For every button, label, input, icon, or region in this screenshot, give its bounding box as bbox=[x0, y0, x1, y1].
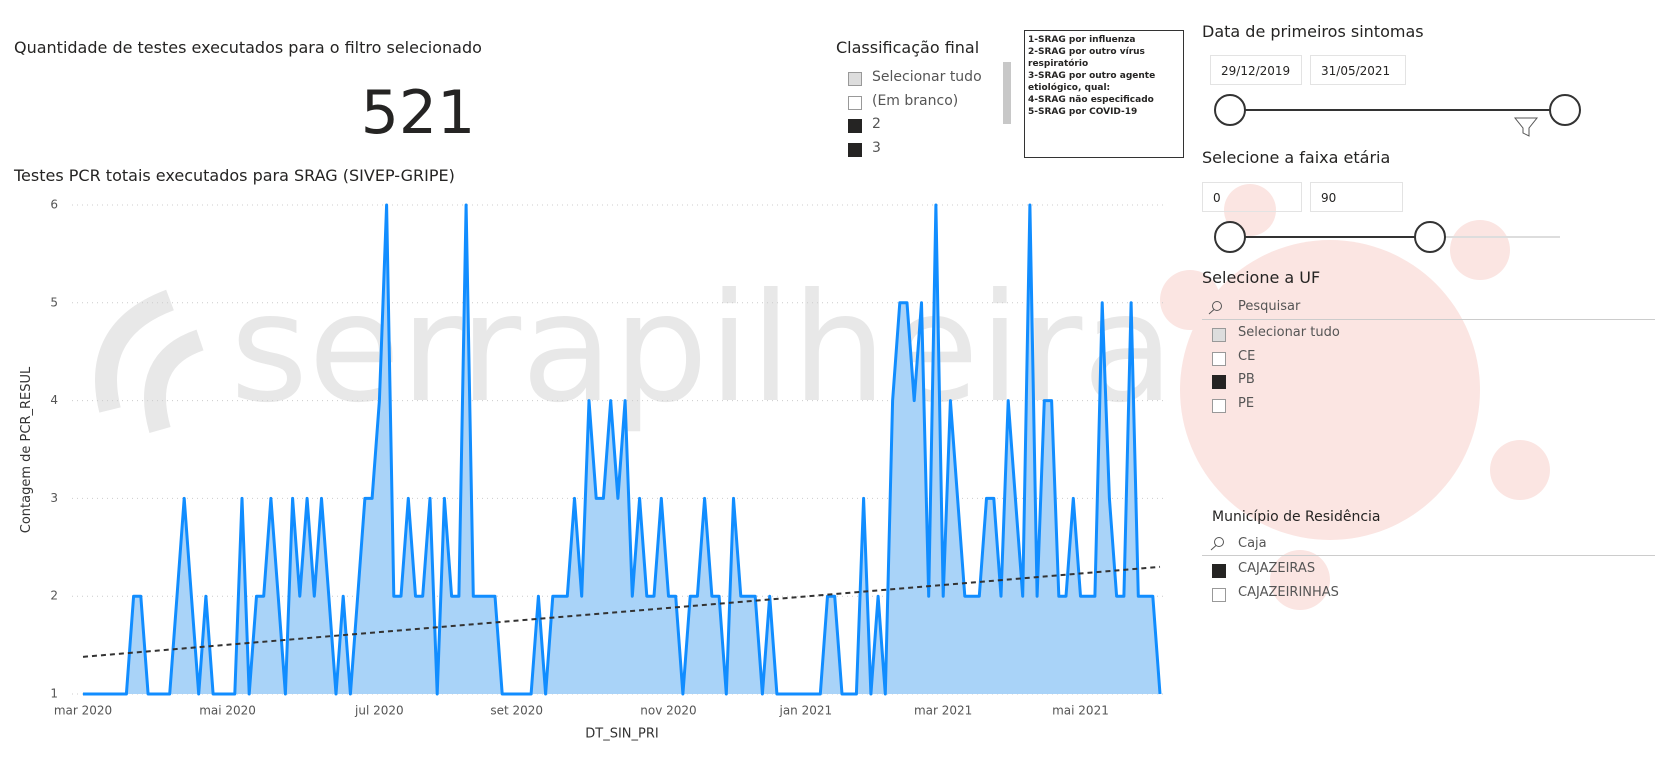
slicer-item[interactable]: Selecionar tudo bbox=[1238, 325, 1340, 340]
legend-note: 1-SRAG por influenza 2-SRAG por outro vír… bbox=[1024, 30, 1184, 158]
slicer-title: Selecione a UF bbox=[1202, 268, 1321, 287]
y-axis-label: Contagem de PCR_RESUL bbox=[19, 366, 34, 533]
slicer-item[interactable]: CAJAZEIRAS bbox=[1238, 561, 1316, 576]
virus-watermark bbox=[1160, 184, 1550, 610]
slicer-title: Selecione a faixa etária bbox=[1202, 148, 1391, 167]
x-tick-label: mai 2020 bbox=[199, 704, 256, 718]
line bbox=[83, 203, 1162, 696]
search-underline bbox=[1202, 319, 1655, 320]
slicer-title: Data de primeiros sintomas bbox=[1202, 22, 1424, 41]
y-tick-label: 4 bbox=[50, 393, 58, 407]
age-max[interactable]: 90 bbox=[1310, 182, 1403, 212]
checkbox[interactable] bbox=[848, 72, 862, 86]
checkbox[interactable] bbox=[1212, 328, 1226, 342]
checkbox[interactable] bbox=[1212, 398, 1226, 413]
slider-handle[interactable] bbox=[1214, 94, 1246, 126]
kpi-value: 521 bbox=[360, 78, 476, 148]
slider-handle[interactable] bbox=[1414, 221, 1446, 253]
slicer-item[interactable]: CE bbox=[1238, 348, 1256, 364]
x-tick-label: jan 2021 bbox=[778, 704, 832, 718]
slider-handle[interactable] bbox=[1214, 221, 1246, 253]
slicer-item[interactable]: PE bbox=[1238, 395, 1255, 411]
x-tick-label: mar 2020 bbox=[54, 704, 112, 718]
checkbox[interactable] bbox=[1212, 375, 1226, 389]
slicer-title: Município de Residência bbox=[1212, 509, 1381, 525]
note-line: 4-SRAG não especificado bbox=[1028, 95, 1154, 105]
slider-handle[interactable] bbox=[1549, 94, 1581, 126]
slicer-item[interactable]: 3 bbox=[872, 139, 881, 156]
x-tick-label: jul 2020 bbox=[354, 704, 404, 718]
y-tick-label: 2 bbox=[50, 589, 58, 603]
chart-title: Testes PCR totais executados para SRAG (… bbox=[14, 166, 455, 185]
y-tick-label: 6 bbox=[50, 198, 58, 212]
x-axis-label: DT_SIN_PRI bbox=[585, 727, 658, 742]
date-start[interactable]: 29/12/2019 bbox=[1210, 55, 1302, 85]
x-tick-label: set 2020 bbox=[490, 704, 543, 718]
search-box[interactable]: Pesquisar bbox=[1238, 299, 1301, 314]
chart: Contagem de PCR_RESUL DT_SIN_PRI 1 2 3 4 5 6 m… bbox=[19, 198, 1165, 742]
search-underline bbox=[1202, 555, 1655, 556]
age-min[interactable]: 0 bbox=[1202, 182, 1302, 212]
checkbox[interactable] bbox=[848, 95, 862, 110]
note-line: 1-SRAG por influenza bbox=[1028, 35, 1136, 45]
date-end[interactable]: 31/05/2021 bbox=[1310, 55, 1406, 85]
slicer-item[interactable]: (Em branco) bbox=[872, 92, 959, 109]
y-tick-label: 5 bbox=[50, 295, 58, 309]
slicer-item[interactable]: 2 bbox=[872, 116, 881, 132]
note-line: 2-SRAG por outro vírus respiratório bbox=[1028, 47, 1145, 69]
slicer-item[interactable]: PB bbox=[1238, 372, 1255, 387]
note-line: 3-SRAG por outro agente etiológico, qual… bbox=[1028, 71, 1156, 93]
search-box[interactable]: Caja bbox=[1238, 536, 1267, 551]
x-tick-label: mar 2021 bbox=[914, 704, 972, 718]
watermark-logo bbox=[95, 289, 204, 434]
search-icon bbox=[1210, 537, 1224, 551]
search-icon bbox=[1208, 301, 1222, 315]
note-line: 5-SRAG por COVID-19 bbox=[1028, 107, 1138, 117]
x-tick-label: mai 2021 bbox=[1052, 704, 1109, 718]
trend-line bbox=[82, 565, 1161, 658]
sliders bbox=[1214, 94, 1581, 253]
slicer-title: Classificação final bbox=[836, 38, 980, 57]
scrollbar[interactable] bbox=[1003, 62, 1011, 124]
checkbox[interactable] bbox=[1212, 588, 1226, 602]
checkbox[interactable] bbox=[1212, 564, 1226, 578]
x-tick-label: nov 2020 bbox=[640, 704, 696, 718]
checkbox[interactable] bbox=[1212, 351, 1226, 366]
filter-icon[interactable] bbox=[1513, 117, 1539, 137]
checkbox[interactable] bbox=[848, 142, 862, 157]
kpi-title: Quantidade de testes executados para o f… bbox=[14, 38, 482, 57]
checkbox[interactable] bbox=[848, 119, 862, 133]
slicer-item[interactable]: CAJAZEIRINHAS bbox=[1238, 585, 1339, 600]
y-tick-label: 3 bbox=[50, 491, 58, 505]
slicer-item[interactable]: Selecionar tudo bbox=[872, 69, 982, 85]
y-tick-label: 1 bbox=[50, 687, 58, 701]
